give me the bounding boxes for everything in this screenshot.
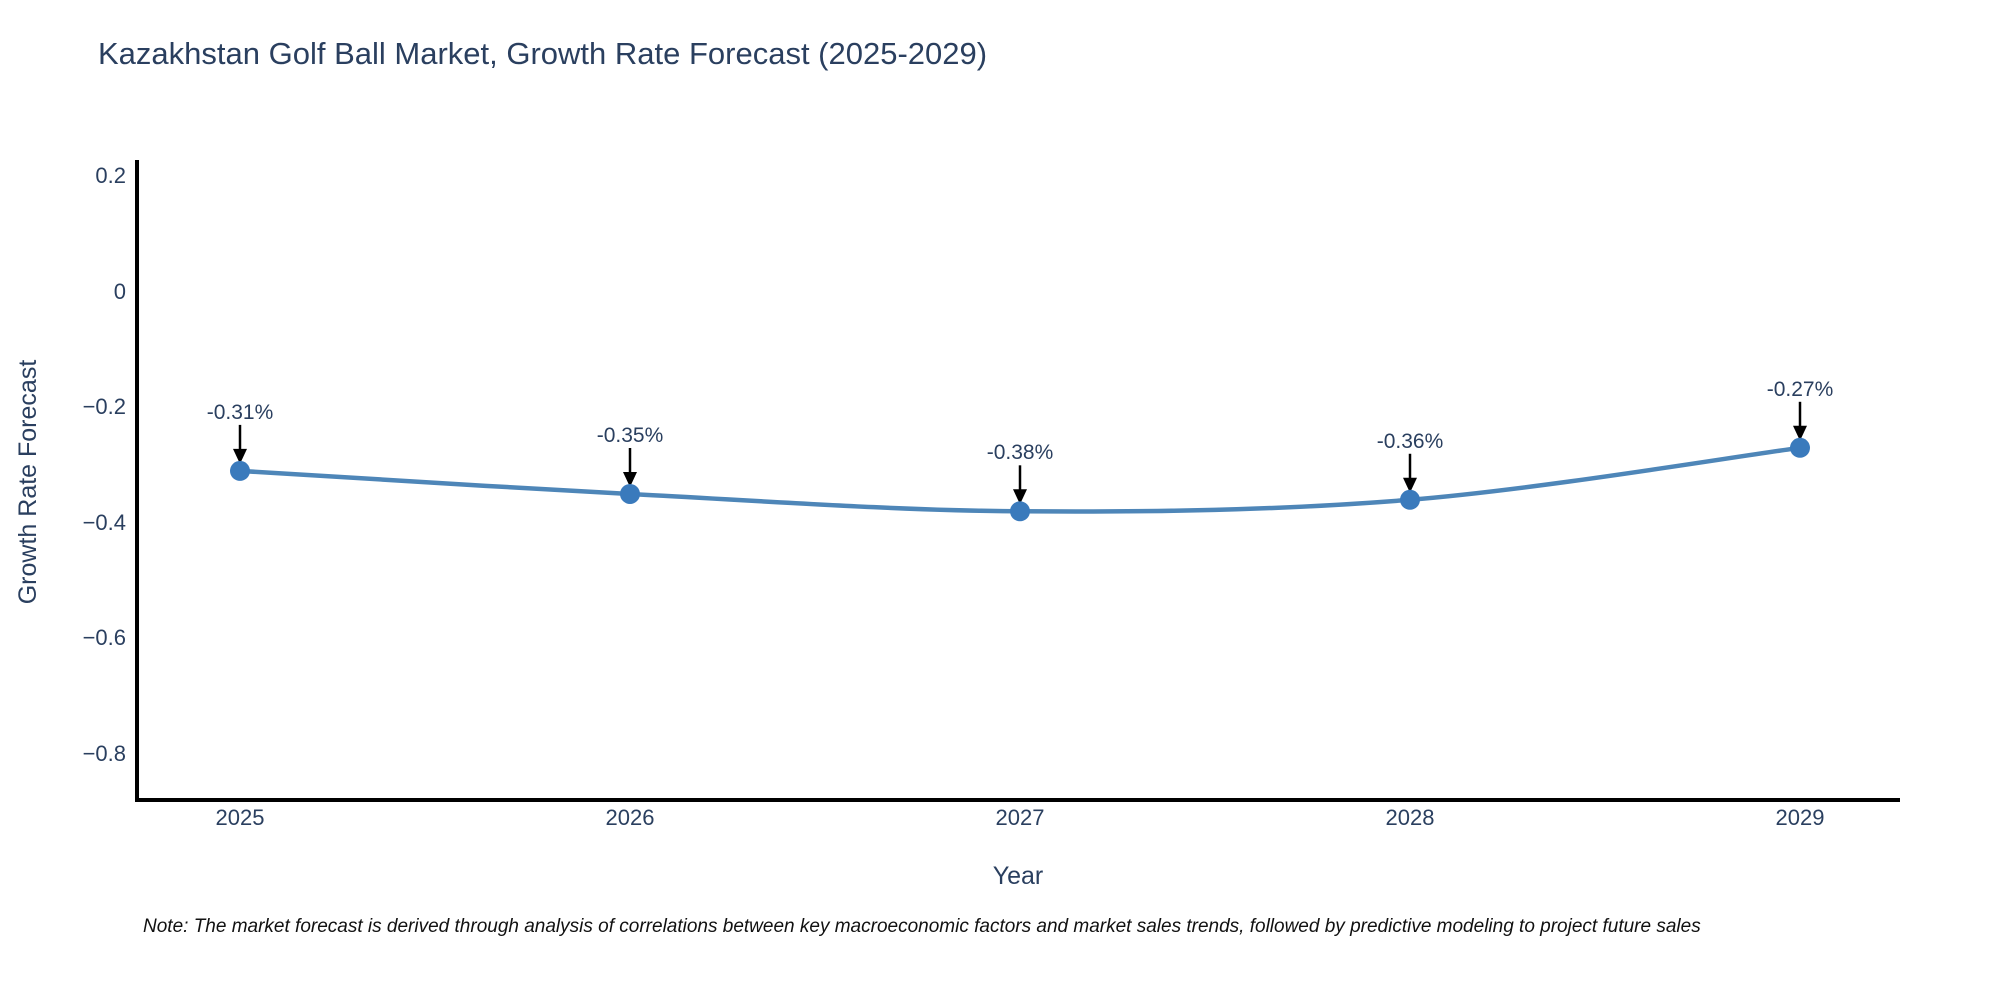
data-point-label: -0.27%	[1766, 377, 1834, 401]
data-point-label: -0.31%	[206, 400, 274, 424]
y-tick-label: −0.8	[82, 740, 126, 766]
footnote: Note: The market forecast is derived thr…	[143, 916, 1701, 937]
data-point-marker[interactable]	[1790, 437, 1810, 458]
x-tick-label: 2029	[1775, 805, 1825, 830]
annotation-arrowhead	[1013, 489, 1027, 505]
data-point-label: -0.38%	[986, 441, 1054, 465]
y-tick-label: −0.2	[82, 394, 126, 420]
y-tick-label: 0.2	[95, 163, 126, 189]
annotation-arrowhead	[233, 448, 247, 464]
x-tick-label: 2028	[1385, 805, 1435, 830]
x-tick-label: 2025	[215, 805, 265, 830]
x-tick-label: 2026	[605, 805, 655, 830]
data-point-marker[interactable]	[620, 483, 640, 504]
y-axis-title: Growth Rate Forecast	[14, 359, 42, 605]
data-point-marker[interactable]	[1400, 489, 1420, 510]
annotation-arrowhead	[623, 471, 637, 487]
data-point-marker[interactable]	[1010, 501, 1030, 522]
annotation-arrowhead	[1793, 425, 1807, 441]
data-point-label: -0.35%	[596, 423, 664, 447]
chart-title: Kazakhstan Golf Ball Market, Growth Rate…	[98, 36, 988, 71]
y-tick-label: −0.4	[82, 509, 126, 535]
data-point-marker[interactable]	[230, 460, 250, 481]
annotation-arrowhead	[1403, 477, 1417, 493]
data-point-label: -0.36%	[1376, 429, 1444, 453]
y-tick-label: −0.6	[82, 625, 126, 651]
x-axis-title: Year	[992, 862, 1044, 890]
x-tick-label: 2027	[995, 805, 1045, 830]
y-tick-label: 0	[113, 278, 126, 304]
